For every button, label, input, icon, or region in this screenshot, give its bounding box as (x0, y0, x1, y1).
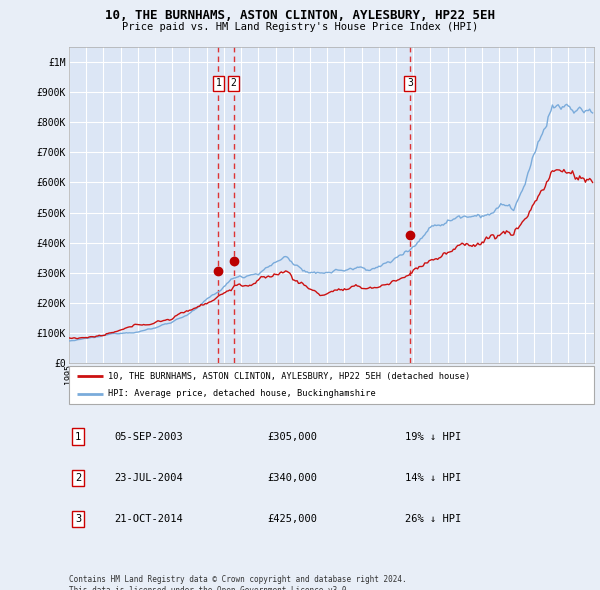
Text: 1: 1 (215, 78, 221, 88)
Text: 2: 2 (75, 473, 81, 483)
Text: £305,000: £305,000 (267, 432, 317, 441)
Text: 19% ↓ HPI: 19% ↓ HPI (405, 432, 461, 441)
Text: 14% ↓ HPI: 14% ↓ HPI (405, 473, 461, 483)
Text: 2: 2 (230, 78, 236, 88)
Text: 3: 3 (407, 78, 413, 88)
Text: HPI: Average price, detached house, Buckinghamshire: HPI: Average price, detached house, Buck… (109, 389, 376, 398)
Text: 1: 1 (75, 432, 81, 441)
Text: 26% ↓ HPI: 26% ↓ HPI (405, 514, 461, 524)
Text: £425,000: £425,000 (267, 514, 317, 524)
Text: 10, THE BURNHAMS, ASTON CLINTON, AYLESBURY, HP22 5EH: 10, THE BURNHAMS, ASTON CLINTON, AYLESBU… (105, 9, 495, 22)
Text: 3: 3 (75, 514, 81, 524)
Text: Contains HM Land Registry data © Crown copyright and database right 2024.
This d: Contains HM Land Registry data © Crown c… (69, 575, 407, 590)
Text: 21-OCT-2014: 21-OCT-2014 (114, 514, 183, 524)
Text: 23-JUL-2004: 23-JUL-2004 (114, 473, 183, 483)
Text: 05-SEP-2003: 05-SEP-2003 (114, 432, 183, 441)
Text: Price paid vs. HM Land Registry's House Price Index (HPI): Price paid vs. HM Land Registry's House … (122, 22, 478, 32)
Text: £340,000: £340,000 (267, 473, 317, 483)
Text: 10, THE BURNHAMS, ASTON CLINTON, AYLESBURY, HP22 5EH (detached house): 10, THE BURNHAMS, ASTON CLINTON, AYLESBU… (109, 372, 470, 381)
FancyBboxPatch shape (69, 366, 594, 404)
